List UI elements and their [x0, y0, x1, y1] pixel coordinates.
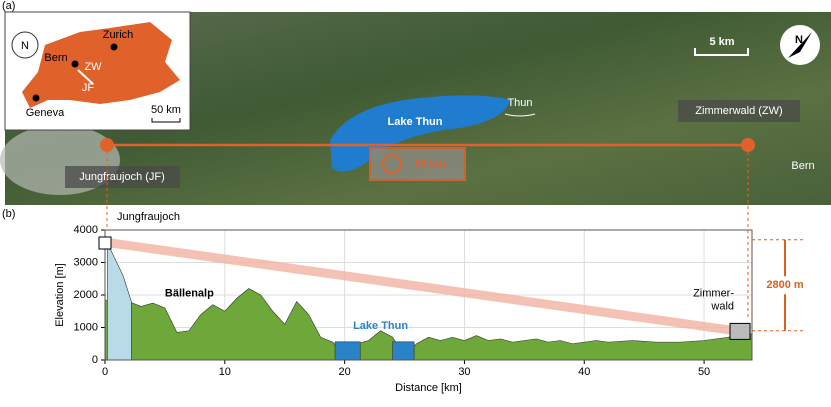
- site-dot: [741, 138, 755, 152]
- y-axis-label: Elevation [m]: [54, 263, 66, 327]
- y-tick-label: 0: [92, 354, 98, 366]
- peak-label: Bällenalp: [165, 287, 214, 299]
- site-label: Zimmer-: [693, 287, 734, 299]
- scale-label: 5 km: [709, 36, 734, 48]
- lake-label: Lake Thun: [353, 320, 408, 332]
- place-label: Thun: [507, 97, 532, 109]
- marker-label: 2800 m: [766, 279, 804, 291]
- city-label: Bern: [44, 52, 67, 64]
- x-tick-label: 40: [578, 366, 590, 378]
- scale-bar: [694, 48, 749, 56]
- marker-bg: [759, 276, 811, 295]
- x-tick-label: 10: [219, 366, 231, 378]
- city-dot: [71, 60, 79, 68]
- inset-north: N: [21, 40, 29, 52]
- frame: [104, 229, 753, 361]
- telescope: [729, 322, 751, 340]
- y-tick-label: 2000: [74, 289, 98, 301]
- area: [107, 242, 132, 361]
- compass-arrow: [788, 32, 812, 58]
- x-axis-label: Distance [km]: [395, 382, 462, 394]
- place-label: Bern: [791, 160, 814, 172]
- distance-label: 53 km: [414, 158, 445, 170]
- brace: [504, 113, 536, 117]
- site-label: Jungfraujoch: [117, 211, 180, 223]
- panel-label: (b): [2, 208, 15, 220]
- city-label: Geneva: [26, 107, 65, 119]
- site-label: ZW: [84, 61, 102, 73]
- x-tick-label: 30: [458, 366, 470, 378]
- switzerland: [22, 22, 180, 108]
- distance-box: [369, 147, 466, 181]
- y-tick-label: 3000: [74, 256, 98, 268]
- inset-scale-bar: [151, 118, 181, 123]
- x-tick-label: 20: [339, 366, 351, 378]
- panel-label: (a): [2, 0, 15, 12]
- site-label: wald: [710, 300, 734, 312]
- site-label: Zimmerwald (ZW): [695, 105, 782, 117]
- x-tick-label: 50: [698, 366, 710, 378]
- x-tick-label: 0: [102, 366, 108, 378]
- label-box: [65, 166, 180, 188]
- instrument: [98, 236, 112, 250]
- inset-link: [77, 69, 94, 85]
- y-tick-label: 4000: [74, 224, 98, 236]
- site-label: Jungfraujoch (JF): [79, 171, 165, 183]
- inset-compass: [11, 31, 39, 59]
- city-dot: [110, 43, 118, 51]
- beam: [110, 238, 741, 336]
- y-tick-label: 1000: [74, 321, 98, 333]
- city-label: Zurich: [103, 29, 134, 41]
- inset-scale-label: 50 km: [151, 104, 181, 116]
- label-box: [678, 100, 800, 122]
- site-label: JF: [82, 82, 95, 94]
- site-dot: [100, 138, 114, 152]
- city-dot: [32, 94, 40, 102]
- lake-label: Lake Thun: [387, 116, 442, 128]
- north-label: N: [795, 34, 803, 46]
- distance-icon: [382, 154, 402, 174]
